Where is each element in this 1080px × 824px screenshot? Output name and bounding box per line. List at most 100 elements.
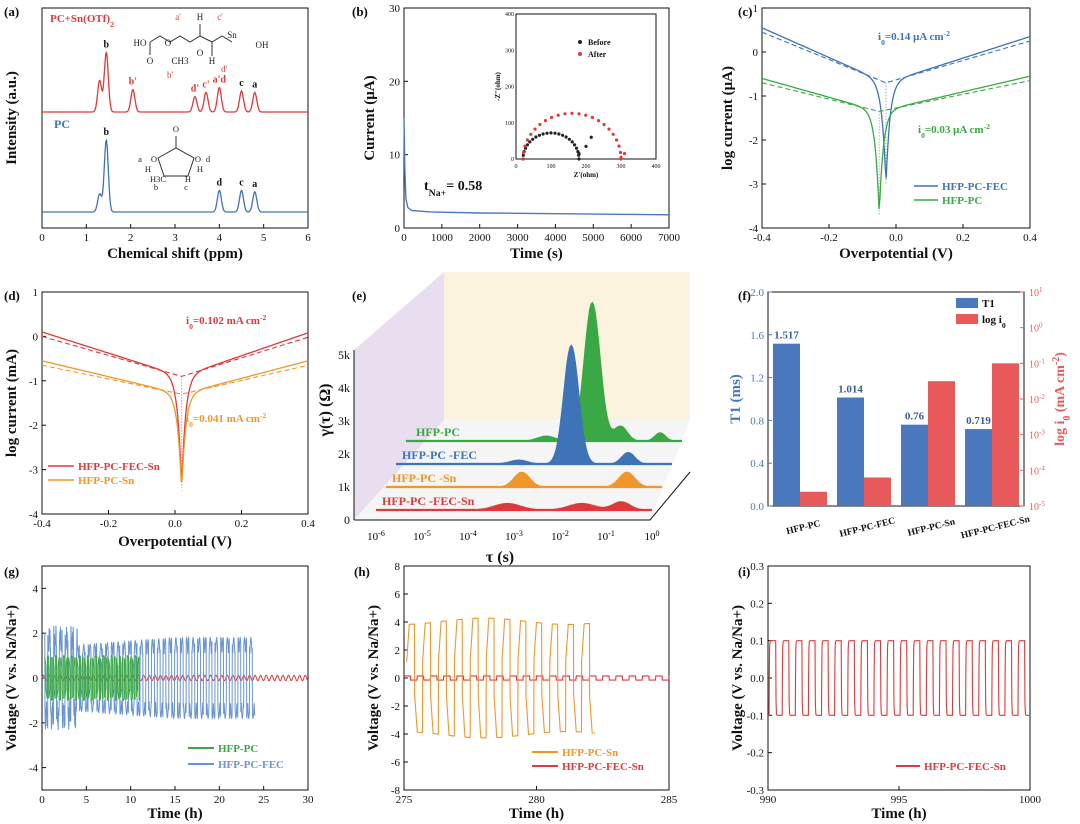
atom-label: b [154,182,158,192]
transference-number-part: t [424,179,429,194]
exchange-current-label-part: 0 [881,38,885,47]
exchange-current-label-part: =0.041 mA cm [193,413,260,425]
y-tick-label: -4 [29,763,39,775]
series-label: HFP-PC [416,425,460,439]
panel-g: (g) 0 5 10 15 20 25 30 -4 -2 0 2 4 Time (h) Voltage (V… [4,564,314,822]
series-label: HFP-PC -FEC-Sn [382,494,475,508]
peak-label: d' [191,84,200,95]
y-tick-label: 6 [395,589,401,601]
x-tick-label: 10-5 [413,529,431,544]
bond [157,147,195,177]
x-tick-label: 0.0 [889,232,903,244]
y-tick-label: -2 [29,718,38,730]
tick-base: 10 [1029,502,1039,513]
inset-x-axis-title: Z'(ohm) [574,171,599,179]
inset-point [528,140,532,144]
atom-label: a [138,154,142,164]
inset-x-tick-label: 100 [547,164,556,170]
inset-point [567,137,571,141]
exchange-current-label: i0=0.102 mA cm-2 [186,313,267,331]
y-tick-label: -4 [391,729,401,741]
voltage-trace [768,640,1030,716]
x-tick-label: 2 [128,232,134,244]
inset-point [590,115,595,120]
atom-label: Sn [227,30,237,40]
atom-label: OH [256,40,269,50]
exchange-current-label-part: -2 [944,29,951,38]
inset-point [577,151,581,156]
panel-b: (b)0 1000 2000 3000 4000 5000 6000 70000102030T… [352,3,681,262]
y-tick-label: 4 [33,583,39,595]
legend-label: HFP-PC [218,743,258,755]
tafel-fit-line [41,364,309,395]
inset-point [521,153,525,157]
x-tick-label: 0.2 [235,518,249,530]
axis-title-part: (mA cm [1053,365,1068,416]
x-tick-label: 10-2 [551,529,569,544]
y-tick-label: -4 [749,223,759,235]
exchange-current-label-part: -2 [260,313,267,322]
panel-label: (b) [352,4,368,19]
y-tick-label: -0.1 [747,710,764,722]
y-tick-label: 1.2 [750,373,764,385]
atom-label: c' [217,12,223,22]
bar-value-label: 0.719 [966,415,991,427]
peak-label: c [239,78,244,89]
legend-label: HFP-PC-FEC-Sn [78,461,160,473]
y-tick-label: 1 [33,287,39,299]
inset-x-tick-label: 0 [515,164,518,170]
y-tick-label: 0 [33,673,39,685]
inset-point [577,112,581,116]
y-tick-label: 2.0 [750,287,764,299]
y-tick-label: -6 [391,757,401,769]
panel-label: (d) [4,288,20,303]
atom-label: O [147,56,154,66]
x-tick-exp: 0 [656,529,660,538]
inset-frame [515,13,657,160]
panel-label: (f) [738,288,751,303]
tick-exp: 0 [1039,322,1043,330]
voltage-trace [44,625,256,731]
exchange-current-label: i0=0.14 μA cm-2 [878,29,950,47]
x-tick-label: 3000 [507,232,530,244]
y-tick-label: -0.2 [747,748,764,760]
inset-point [534,135,538,139]
inset-point [521,157,525,161]
y-tick-label: -0.3 [747,785,765,797]
inset-point [533,127,537,131]
y-tick-label-right: 10-2 [1029,393,1045,406]
inset-point [538,122,542,127]
series-label: HFP-PC -Sn [392,471,457,485]
exchange-current-label-part: -2 [984,122,991,131]
tafel-line [761,75,1031,210]
panel-label: (a) [4,4,19,19]
y-tick-label: -2 [749,135,758,147]
x-axis-title: Time (s) [510,246,563,262]
exchange-current-label-part: =0.102 mA cm [193,315,260,327]
x-tick-exp: -3 [516,529,523,538]
transference-number: tNa+= 0.58 [424,179,482,199]
inset-point [622,151,627,156]
x-tick-label: 5 [261,232,267,244]
axis-title-part: -2 [1051,357,1062,365]
tick-exp: -3 [1039,429,1045,437]
inset-y-tick-label: 100 [505,121,514,127]
x-tick-exp: -5 [424,529,431,538]
panel-i: (i) 990 995 1000 -0.3 -0.2 -0.1 0.0 0.1 0.2 0.3 Tim… [730,561,1042,822]
series-label: HFP-PC -FEC [402,448,477,462]
inset-point [563,112,567,116]
inset-point [589,135,593,139]
x-tick-base: 10 [367,531,379,543]
y-tick-label-right: 100 [1029,322,1043,335]
inset-point [550,115,554,120]
panel-label: (c) [738,4,752,19]
legend-marker [578,52,582,56]
y-tick-label: 1.6 [750,330,764,342]
tick-base: 10 [1029,431,1039,442]
panel-a: (a) 0 1 2 3 4 5 6 Chemical shift (ppm) Intensity … [4,4,311,262]
y-axis-title: Voltage (V vs. Na/Na+) [4,605,20,751]
bond [149,35,233,43]
exchange-current-label: i0=0.041 mA cm-2 [186,411,267,429]
y-axis-title: Intensity (a.u.) [4,71,20,165]
